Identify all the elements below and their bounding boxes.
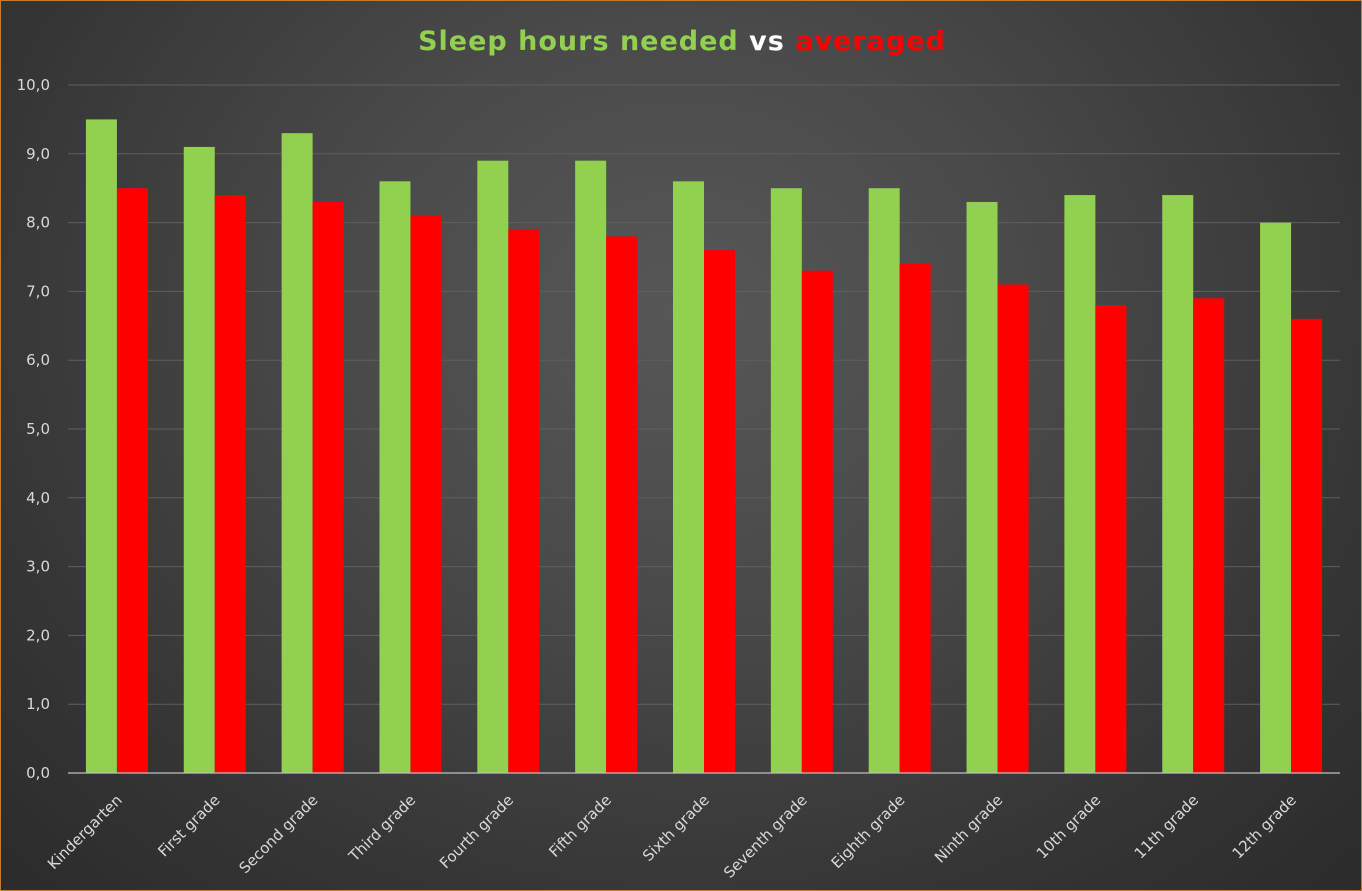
bar-series1-5 <box>575 160 607 773</box>
y-tick-label: 5,0 <box>26 420 50 438</box>
bar-series1-6 <box>673 181 704 773</box>
bar-series1-2 <box>281 133 313 773</box>
bar-series1-0 <box>85 119 117 773</box>
x-category-label: 10th grade <box>1033 791 1104 862</box>
bar-series2-3 <box>410 215 442 774</box>
x-category-label: Fifth grade <box>545 791 615 861</box>
y-tick-label: 7,0 <box>26 282 50 300</box>
bar-series1-12 <box>1260 222 1292 774</box>
bar-series2-2 <box>312 201 344 773</box>
y-tick-label: 3,0 <box>26 558 50 576</box>
bar-series2-7 <box>801 270 833 773</box>
x-category-label: Sixth grade <box>639 791 713 865</box>
bar-series2-11 <box>1193 298 1225 773</box>
bar-series1-3 <box>379 181 411 773</box>
y-tick-label: 9,0 <box>26 145 50 163</box>
chart-title-part: vs <box>749 26 795 57</box>
bar-series1-7 <box>770 188 802 773</box>
chart-title-part: averaged <box>795 26 946 57</box>
x-category-label: First grade <box>154 791 223 860</box>
x-category-label: Kindergarten <box>44 791 126 873</box>
bar-series1-10 <box>1064 195 1096 773</box>
x-category-label: Fourth grade <box>436 791 517 872</box>
bar-series2-0 <box>116 188 148 773</box>
x-category-label: Seventh grade <box>720 791 811 882</box>
y-tick-label: 4,0 <box>26 489 50 507</box>
y-tick-label: 1,0 <box>26 695 50 713</box>
x-category-label: Ninth grade <box>931 791 1006 866</box>
y-tick-label: 2,0 <box>26 626 50 644</box>
bar-series2-12 <box>1291 318 1323 773</box>
bar-series1-11 <box>1162 195 1194 773</box>
bar-series1-8 <box>868 188 900 773</box>
chart-title: Sleep hours needed vs averaged <box>418 26 946 57</box>
bar-series2-5 <box>606 236 638 774</box>
bar-series2-9 <box>997 284 1029 773</box>
y-tick-label: 8,0 <box>26 214 50 232</box>
bar-series2-8 <box>899 263 931 773</box>
bar-series1-1 <box>183 146 215 774</box>
bar-series2-10 <box>1095 305 1127 773</box>
x-category-label: Second grade <box>235 791 321 877</box>
bar-series1-9 <box>966 201 998 773</box>
x-category-label: 11th grade <box>1131 791 1202 862</box>
bars <box>85 119 1323 774</box>
y-tick-label: 0,0 <box>26 764 50 782</box>
bar-series2-1 <box>214 195 246 773</box>
x-category-label: Eighth grade <box>828 791 909 872</box>
bar-series2-6 <box>704 250 735 773</box>
x-axis-categories: Kindergarten First grade Second grade Third… <box>44 791 1300 882</box>
y-tick-label: 10,0 <box>17 76 50 94</box>
bar-series2-4 <box>508 229 540 774</box>
y-tick-label: 6,0 <box>26 351 50 369</box>
x-category-label: 12th grade <box>1229 791 1300 862</box>
x-category-label: Third grade <box>345 791 420 866</box>
bar-series1-4 <box>477 160 509 773</box>
y-axis-ticks: 0,0 1,0 2,0 3,0 4,0 5,0 6,0 7,0 8,0 9,0 10,0 <box>17 76 50 782</box>
chart-title-part: Sleep hours needed <box>418 26 749 57</box>
